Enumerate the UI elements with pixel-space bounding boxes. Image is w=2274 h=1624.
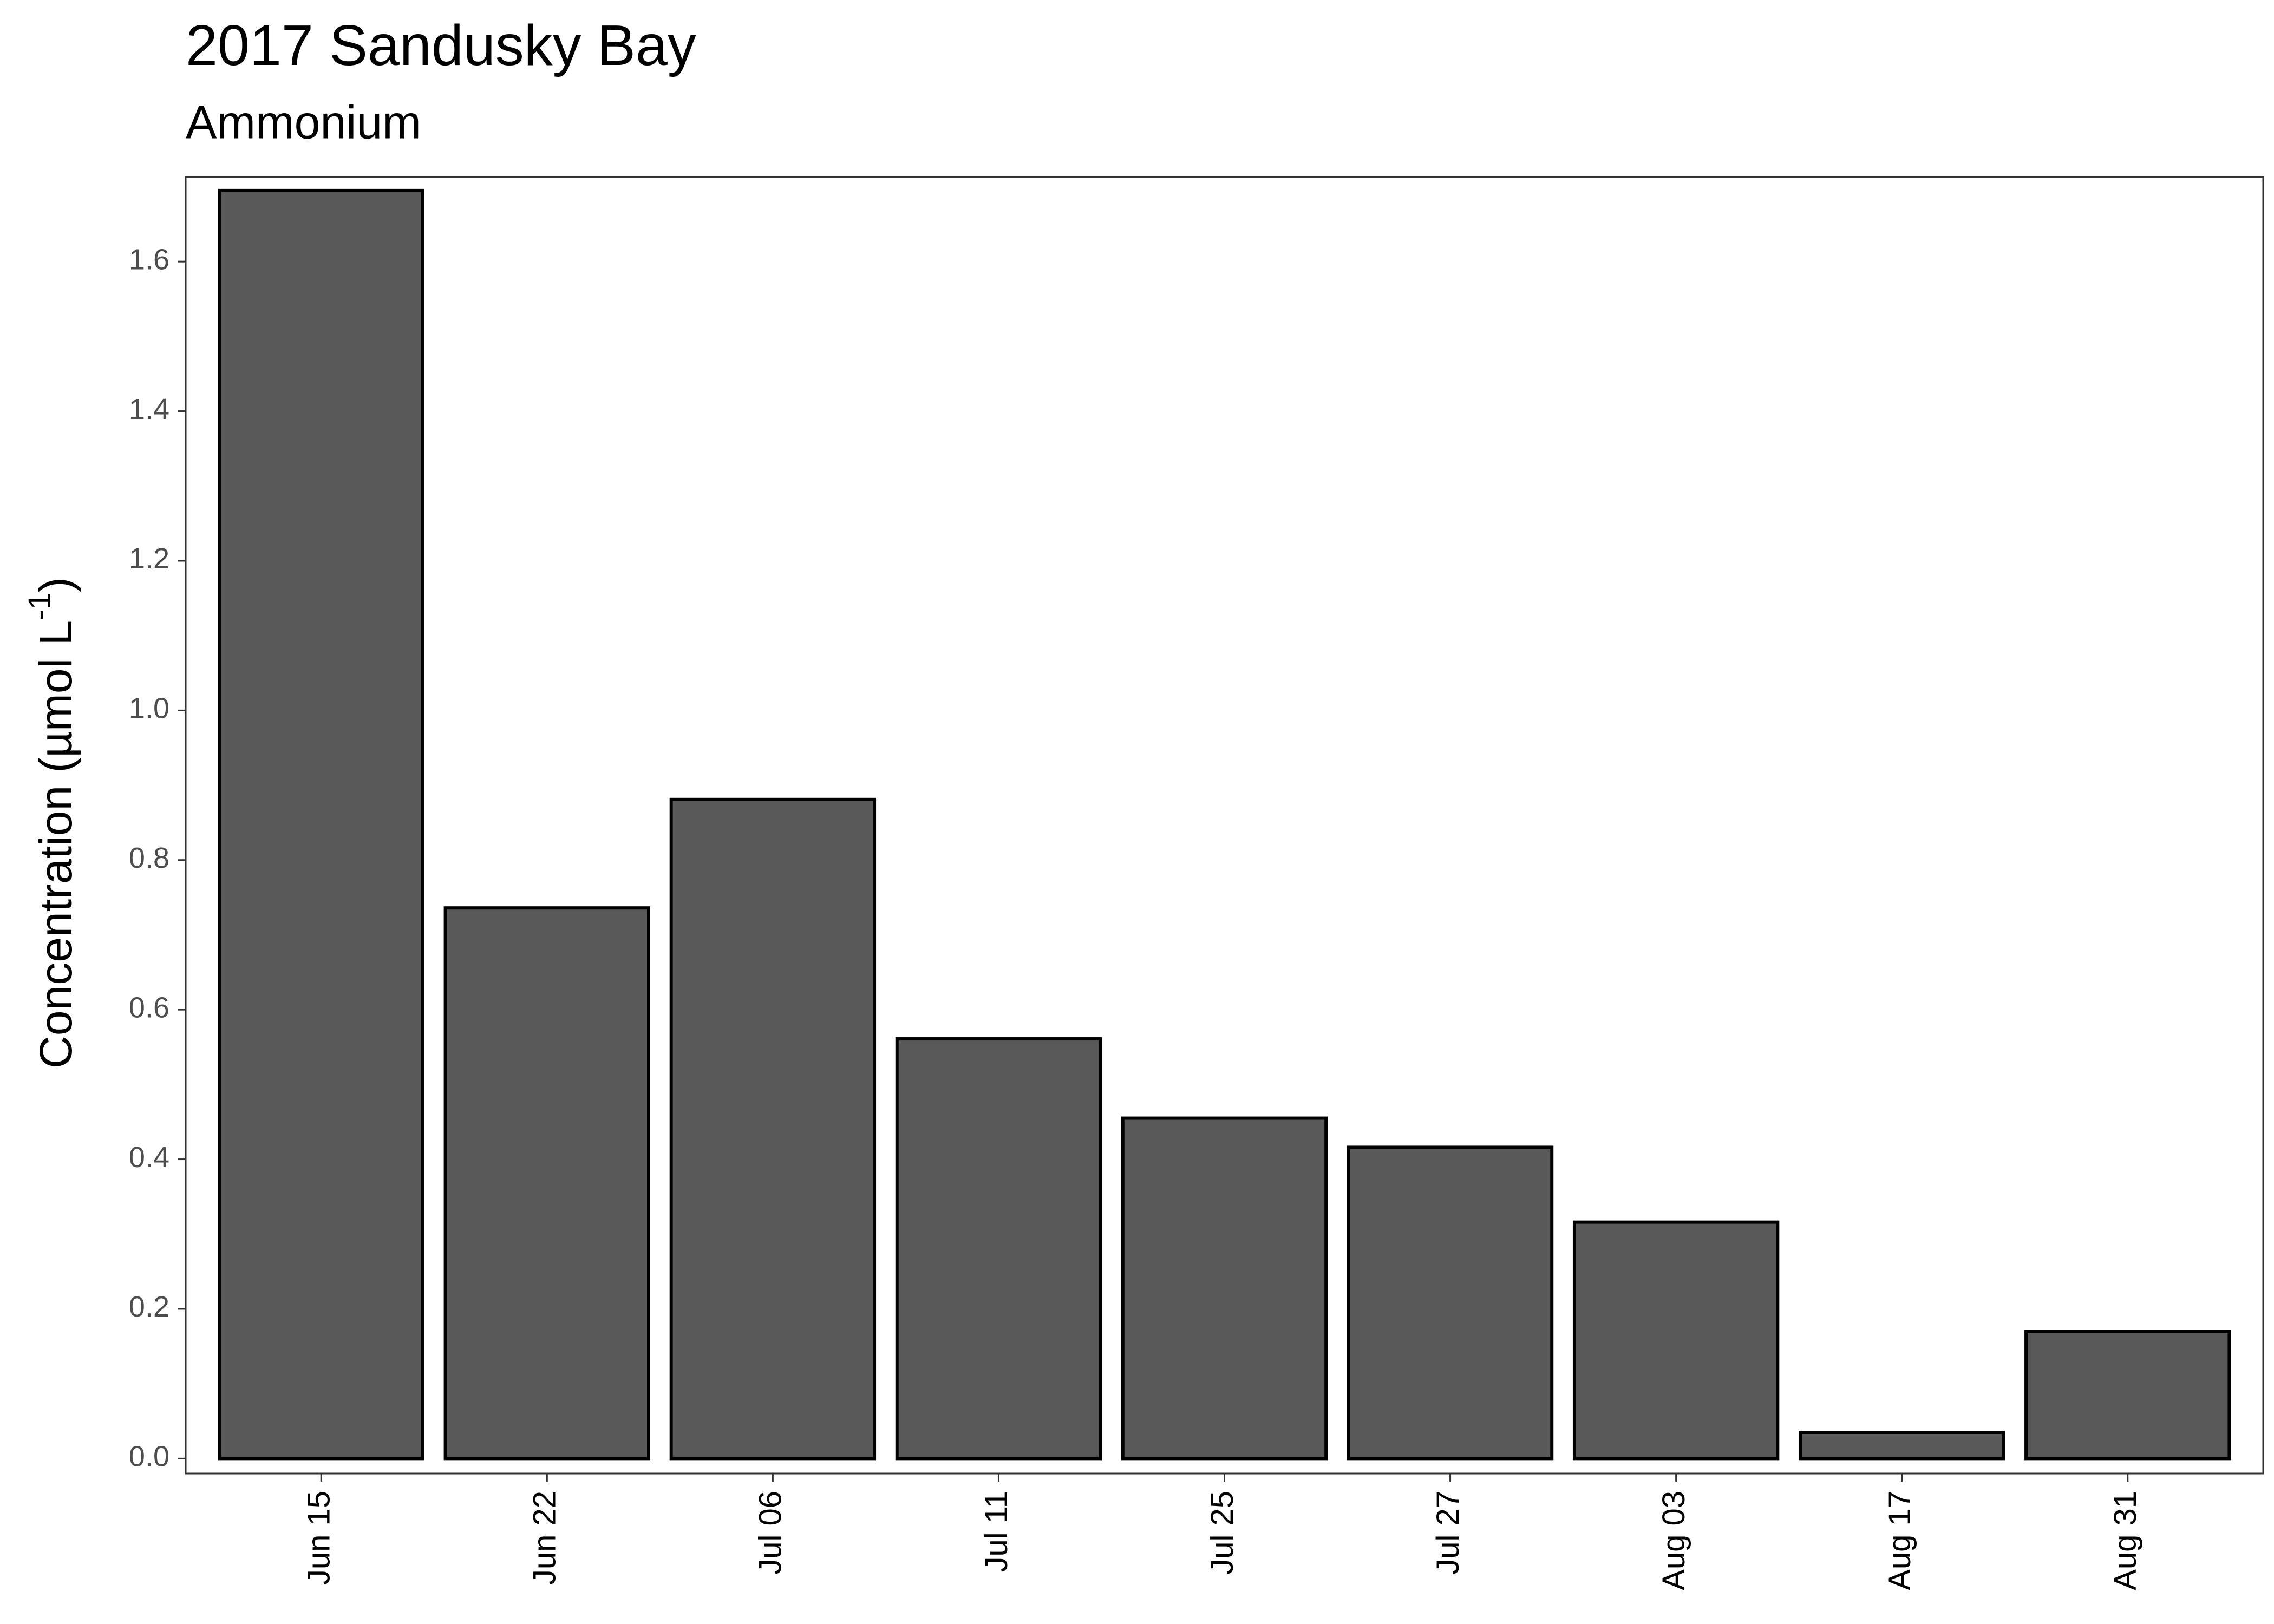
plot-border xyxy=(185,176,2264,1475)
y-tick-label: 1.0 xyxy=(129,692,169,725)
y-tick-label: 0.6 xyxy=(129,991,169,1024)
x-tick-label: Aug 31 xyxy=(2108,1491,2143,1590)
y-axis-label-suffix: ) xyxy=(30,577,81,592)
bar xyxy=(895,1037,1102,1461)
x-tick-label: Jul 27 xyxy=(1430,1491,1466,1575)
y-tick-label: 1.2 xyxy=(129,542,169,575)
y-axis-label: Concentration (µmol L-1) xyxy=(22,577,81,1069)
x-tick-label: Aug 17 xyxy=(1882,1491,1917,1590)
y-axis-label-superscript: -1 xyxy=(22,592,57,620)
bar xyxy=(1121,1116,1328,1461)
bar xyxy=(1799,1430,2005,1461)
chart-subtitle: Ammonium xyxy=(186,97,421,149)
bar xyxy=(2024,1330,2231,1461)
y-axis-label-text: Concentration (µmol L xyxy=(30,620,81,1069)
bar xyxy=(1572,1220,1780,1461)
x-tick-label: Jun 22 xyxy=(527,1491,563,1585)
y-tick-label: 0.2 xyxy=(129,1291,169,1323)
x-tick-label: Jul 06 xyxy=(753,1491,788,1575)
chart-title: 2017 Sandusky Bay xyxy=(186,14,696,77)
y-tick-label: 0.8 xyxy=(129,842,169,874)
x-tick-label: Aug 03 xyxy=(1656,1491,1691,1590)
x-tick-label: Jul 11 xyxy=(979,1491,1014,1572)
bar xyxy=(443,906,650,1461)
y-tick-label: 0.0 xyxy=(129,1440,169,1473)
x-tick-label: Jul 25 xyxy=(1205,1491,1240,1575)
bar xyxy=(218,188,424,1461)
bar xyxy=(1347,1145,1554,1461)
y-tick-label: 0.4 xyxy=(129,1141,169,1174)
bar xyxy=(669,797,877,1461)
x-tick-label: Jun 15 xyxy=(302,1491,337,1585)
y-tick-label: 1.6 xyxy=(129,243,169,276)
y-tick-label: 1.4 xyxy=(129,393,169,425)
